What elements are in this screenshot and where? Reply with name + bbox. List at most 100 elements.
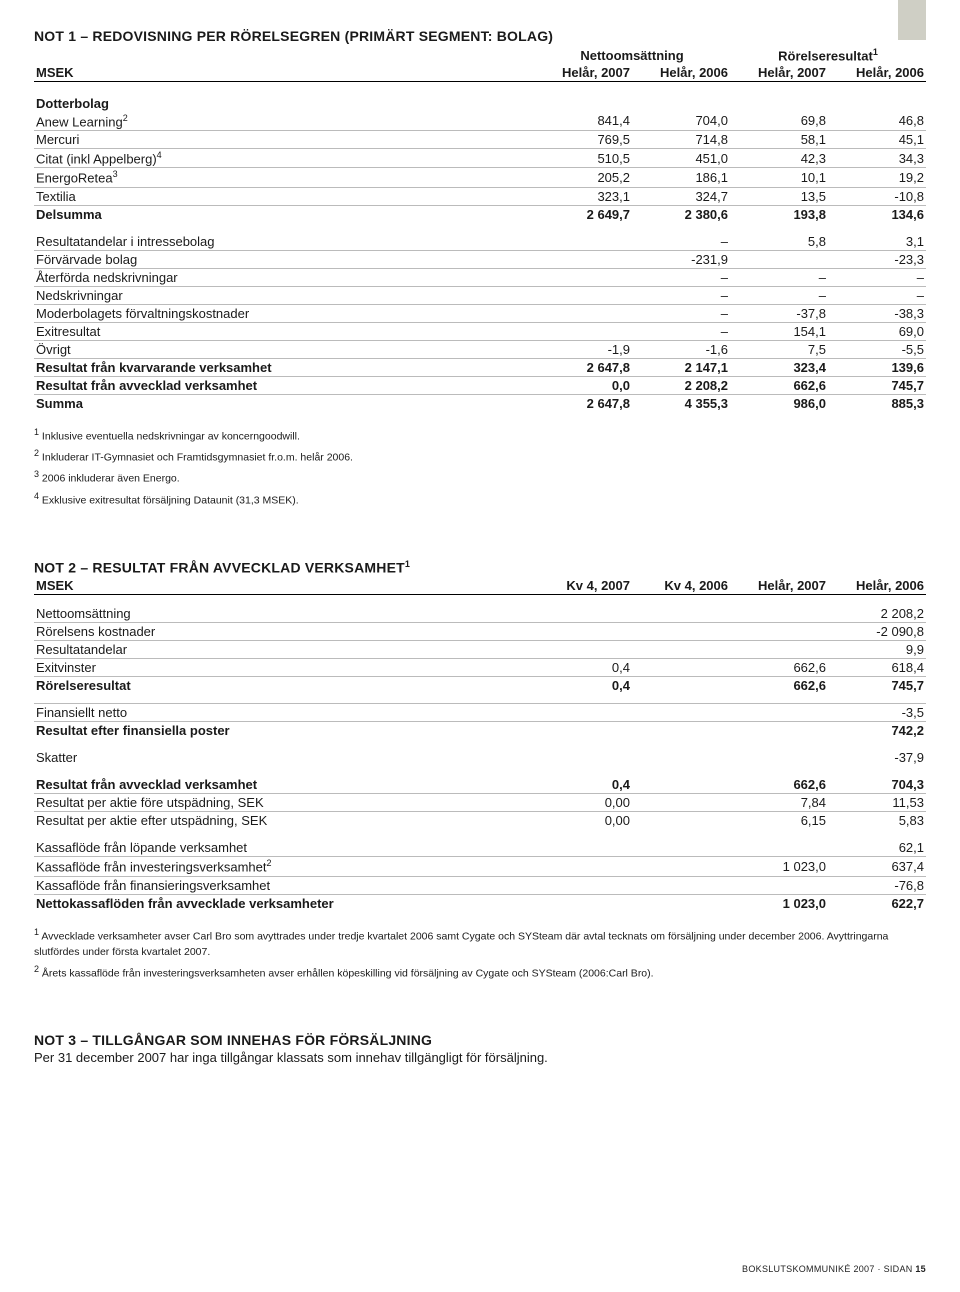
cell: 13,5 — [730, 187, 828, 205]
cell: 885,3 — [828, 394, 926, 412]
row-label: Resultat per aktie före utspädning, SEK — [34, 794, 534, 812]
cell — [632, 676, 730, 694]
cell: 637,4 — [828, 857, 926, 876]
cell: 704,0 — [632, 112, 730, 131]
footnote: 1 Inklusive eventuella nedskrivningar av… — [34, 426, 926, 445]
cell: – — [632, 268, 730, 286]
table-row: EnergoRetea3205,2186,110,119,2 — [34, 168, 926, 187]
table-row: Exitvinster0,4662,6618,4 — [34, 658, 926, 676]
note2-col-0: Kv 4, 2007 — [534, 577, 632, 595]
cell: 46,8 — [828, 112, 926, 131]
cell — [534, 894, 632, 912]
row-label: Resultat efter finansiella poster — [34, 722, 534, 740]
footnote: 4 Exklusive exitresultat försäljning Dat… — [34, 490, 926, 509]
cell — [730, 605, 828, 623]
table-row: Summa2 647,84 355,3986,0885,3 — [34, 394, 926, 412]
row-label: Resultatandelar i intressebolag — [34, 233, 534, 251]
cell: 0,0 — [534, 376, 632, 394]
cell: 0,00 — [534, 812, 632, 830]
cell: 742,2 — [828, 722, 926, 740]
table-row: Förvärvade bolag-231,9-23,3 — [34, 250, 926, 268]
row-label: Rörelseresultat — [34, 676, 534, 694]
cell: 2 380,6 — [632, 205, 730, 223]
note2-col-3: Helår, 2006 — [828, 577, 926, 595]
cell: 745,7 — [828, 676, 926, 694]
note3: NOT 3 – TILLGÅNGAR SOM INNEHAS FÖR FÖRSÄ… — [34, 1032, 926, 1065]
table-row: Skatter-37,9 — [34, 749, 926, 766]
cell: -5,5 — [828, 340, 926, 358]
cell: 10,1 — [730, 168, 828, 187]
table-row: Resultat per aktie efter utspädning, SEK… — [34, 812, 926, 830]
cell — [534, 268, 632, 286]
row-label: Textilia — [34, 187, 534, 205]
cell: 186,1 — [632, 168, 730, 187]
note1-col-msek: MSEK — [34, 64, 534, 82]
note1-col-1: Helår, 2006 — [632, 64, 730, 82]
cell: 5,83 — [828, 812, 926, 830]
row-label: Nettokassaflöden från avvecklade verksam… — [34, 894, 534, 912]
cell: – — [632, 322, 730, 340]
cell: 662,6 — [730, 776, 828, 794]
note2-title: NOT 2 – RESULTAT FRÅN AVVECKLAD VERKSAMH… — [34, 559, 926, 576]
cell — [632, 704, 730, 722]
row-label: EnergoRetea3 — [34, 168, 534, 187]
cell — [730, 839, 828, 857]
table-row: Övrigt-1,9-1,67,5-5,5 — [34, 340, 926, 358]
row-label: Resultat från avvecklad verksamhet — [34, 776, 534, 794]
note1: NOT 1 – REDOVISNING PER RÖRELSEGREN (PRI… — [34, 28, 926, 509]
cell — [730, 749, 828, 766]
cell — [534, 250, 632, 268]
cell — [534, 304, 632, 322]
cell: – — [828, 268, 926, 286]
cell: -37,8 — [730, 304, 828, 322]
cell: 5,8 — [730, 233, 828, 251]
table-row: Resultatandelar9,9 — [34, 640, 926, 658]
table-row: Resultat från avvecklad verksamhet0,02 2… — [34, 376, 926, 394]
cell: 704,3 — [828, 776, 926, 794]
cell: 662,6 — [730, 658, 828, 676]
cell: 205,2 — [534, 168, 632, 187]
table-row: Kassaflöde från löpande verksamhet62,1 — [34, 839, 926, 857]
cell — [632, 876, 730, 894]
cell — [632, 749, 730, 766]
cell — [730, 722, 828, 740]
cell: 3,1 — [828, 233, 926, 251]
cell: 2 647,8 — [534, 394, 632, 412]
row-label: Förvärvade bolag — [34, 250, 534, 268]
note2-col-1: Kv 4, 2006 — [632, 577, 730, 595]
row-label: Anew Learning2 — [34, 112, 534, 131]
cell: 2 647,8 — [534, 358, 632, 376]
cell: 0,4 — [534, 658, 632, 676]
row-label: Moderbolagets förvaltningskostnader — [34, 304, 534, 322]
cell: 662,6 — [730, 676, 828, 694]
cell — [534, 722, 632, 740]
cell — [632, 722, 730, 740]
cell — [730, 876, 828, 894]
cell: 19,2 — [828, 168, 926, 187]
table-row: Återförda nedskrivningar––– — [34, 268, 926, 286]
cell: – — [828, 286, 926, 304]
cell — [730, 704, 828, 722]
cell: 324,7 — [632, 187, 730, 205]
note2-col-2: Helår, 2007 — [730, 577, 828, 595]
cell: – — [730, 286, 828, 304]
cell: – — [730, 268, 828, 286]
cell: 2 649,7 — [534, 205, 632, 223]
cell: 769,5 — [534, 131, 632, 149]
cell: 7,5 — [730, 340, 828, 358]
cell: 139,6 — [828, 358, 926, 376]
cell — [632, 640, 730, 658]
cell: 34,3 — [828, 149, 926, 168]
cell: 451,0 — [632, 149, 730, 168]
row-label: Resultatandelar — [34, 640, 534, 658]
cell: 622,7 — [828, 894, 926, 912]
cell: 1 023,0 — [730, 857, 828, 876]
cell: 0,4 — [534, 776, 632, 794]
note1-col-0: Helår, 2007 — [534, 64, 632, 82]
cell: 11,53 — [828, 794, 926, 812]
cell: 745,7 — [828, 376, 926, 394]
cell — [534, 749, 632, 766]
row-label: Resultat per aktie efter utspädning, SEK — [34, 812, 534, 830]
table-row: Anew Learning2841,4704,069,846,8 — [34, 112, 926, 131]
cell: -38,3 — [828, 304, 926, 322]
